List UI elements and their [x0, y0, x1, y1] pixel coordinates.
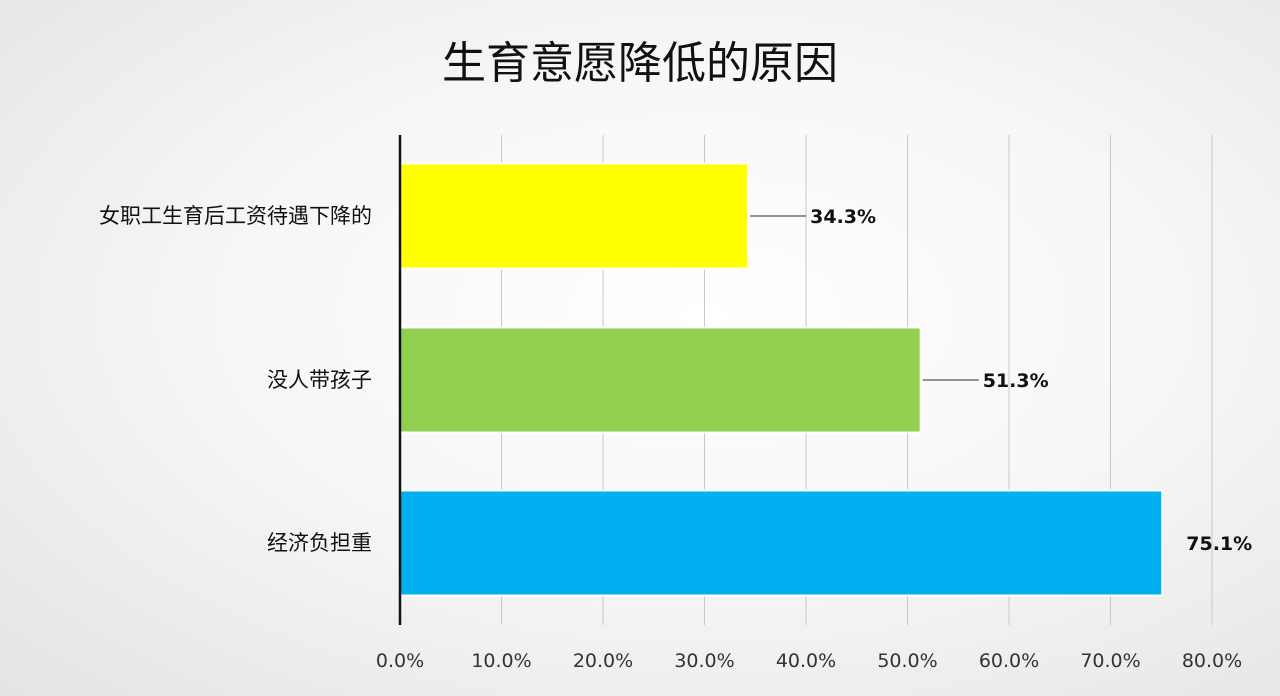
- bar: [399, 326, 922, 434]
- x-tick-label: 50.0%: [877, 650, 937, 672]
- x-tick-label: 80.0%: [1182, 650, 1242, 672]
- category-label: 经济负担重: [267, 531, 372, 555]
- category-label: 没人带孩子: [267, 368, 372, 392]
- chart-title: 生育意愿降低的原因: [442, 38, 838, 89]
- value-label: 51.3%: [983, 370, 1049, 392]
- x-tick-label: 20.0%: [573, 650, 633, 672]
- value-label: 34.3%: [810, 206, 876, 228]
- bar: [399, 489, 1164, 597]
- value-label: 75.1%: [1186, 533, 1252, 555]
- x-tick-label: 60.0%: [979, 650, 1039, 672]
- x-tick-label: 40.0%: [776, 650, 836, 672]
- x-tick-label: 0.0%: [376, 650, 424, 672]
- bar: [399, 162, 750, 270]
- x-tick-label: 10.0%: [471, 650, 531, 672]
- category-label: 女职工生育后工资待遇下降的: [99, 204, 372, 228]
- x-tick-label: 70.0%: [1080, 650, 1140, 672]
- x-tick-label: 30.0%: [674, 650, 734, 672]
